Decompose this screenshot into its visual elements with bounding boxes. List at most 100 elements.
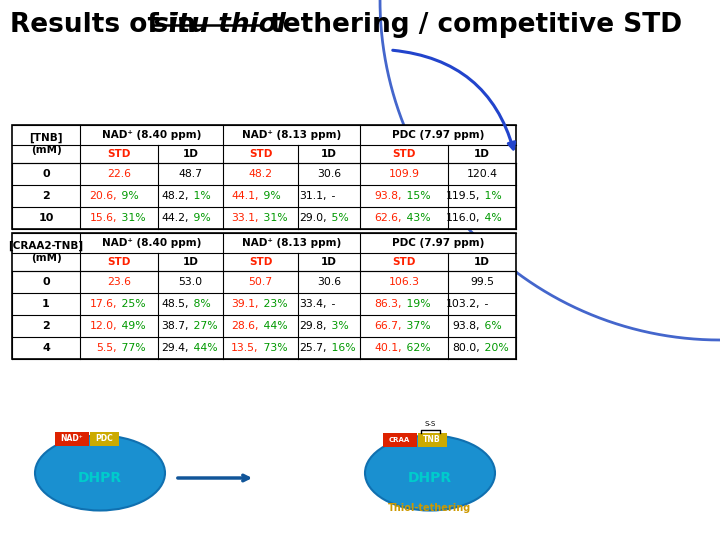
FancyBboxPatch shape bbox=[418, 433, 446, 447]
Text: 50.7: 50.7 bbox=[248, 277, 273, 287]
Text: 116.0,: 116.0, bbox=[446, 213, 480, 223]
Text: PDC (7.97 ppm): PDC (7.97 ppm) bbox=[392, 238, 484, 248]
FancyBboxPatch shape bbox=[89, 431, 119, 446]
Text: 86.3,: 86.3, bbox=[374, 299, 402, 309]
Text: 15%: 15% bbox=[403, 191, 431, 201]
Text: 4: 4 bbox=[42, 343, 50, 353]
Text: 20%: 20% bbox=[481, 343, 509, 353]
Text: 30.6: 30.6 bbox=[317, 277, 341, 287]
Text: 5.5,: 5.5, bbox=[96, 343, 117, 353]
Text: 44.1,: 44.1, bbox=[231, 191, 258, 201]
Text: 9%: 9% bbox=[259, 191, 280, 201]
Text: 9%: 9% bbox=[189, 213, 210, 223]
Text: 4%: 4% bbox=[481, 213, 502, 223]
Text: CRAA: CRAA bbox=[389, 436, 410, 442]
Text: 119.5,: 119.5, bbox=[446, 191, 480, 201]
Text: 10: 10 bbox=[38, 213, 54, 223]
Text: 29.0,: 29.0, bbox=[300, 213, 327, 223]
Text: TNB: TNB bbox=[423, 435, 441, 444]
Text: 48.2: 48.2 bbox=[248, 169, 272, 179]
Bar bbox=[12, 125, 516, 229]
Text: NAD⁺ (8.40 ppm): NAD⁺ (8.40 ppm) bbox=[102, 130, 201, 140]
Text: STD: STD bbox=[107, 149, 131, 159]
Text: 8%: 8% bbox=[189, 299, 210, 309]
Text: 38.7,: 38.7, bbox=[161, 321, 189, 331]
Text: 29.4,: 29.4, bbox=[161, 343, 189, 353]
Text: -: - bbox=[328, 191, 336, 201]
Text: 44%: 44% bbox=[259, 321, 287, 331]
Bar bbox=[12, 233, 516, 359]
FancyArrowPatch shape bbox=[393, 50, 515, 149]
Text: 31%: 31% bbox=[118, 213, 145, 223]
Text: 5%: 5% bbox=[328, 213, 348, 223]
Text: NAD⁺ (8.40 ppm): NAD⁺ (8.40 ppm) bbox=[102, 238, 201, 248]
Text: 1D: 1D bbox=[321, 257, 337, 267]
Text: 17.6,: 17.6, bbox=[89, 299, 117, 309]
Text: 20.6,: 20.6, bbox=[89, 191, 117, 201]
Text: 73%: 73% bbox=[259, 343, 287, 353]
Text: 48.2,: 48.2, bbox=[161, 191, 189, 201]
Text: STD: STD bbox=[392, 257, 415, 267]
Text: 12.0,: 12.0, bbox=[89, 321, 117, 331]
Text: 2: 2 bbox=[42, 191, 50, 201]
Text: 33.4,: 33.4, bbox=[300, 299, 327, 309]
Text: 62%: 62% bbox=[403, 343, 431, 353]
Text: 103.2,: 103.2, bbox=[446, 299, 480, 309]
Text: 120.4: 120.4 bbox=[467, 169, 498, 179]
Text: 6%: 6% bbox=[481, 321, 502, 331]
Text: 62.6,: 62.6, bbox=[374, 213, 402, 223]
Text: DHPR: DHPR bbox=[408, 471, 452, 485]
Ellipse shape bbox=[35, 435, 165, 510]
Text: 28.6,: 28.6, bbox=[231, 321, 258, 331]
Text: PDC (7.97 ppm): PDC (7.97 ppm) bbox=[392, 130, 484, 140]
Text: Thiol-tethering: Thiol-tethering bbox=[388, 503, 472, 513]
Text: 44.2,: 44.2, bbox=[161, 213, 189, 223]
Text: 30.6: 30.6 bbox=[317, 169, 341, 179]
Bar bbox=[12, 125, 516, 229]
Text: 9%: 9% bbox=[118, 191, 139, 201]
Bar bbox=[12, 233, 516, 359]
Text: 13.5,: 13.5, bbox=[231, 343, 258, 353]
Text: 39.1,: 39.1, bbox=[231, 299, 258, 309]
Text: 29.8,: 29.8, bbox=[300, 321, 327, 331]
Text: 25.7,: 25.7, bbox=[300, 343, 327, 353]
Text: 1D: 1D bbox=[321, 149, 337, 159]
Text: 33.1,: 33.1, bbox=[231, 213, 258, 223]
Text: 22.6: 22.6 bbox=[107, 169, 131, 179]
Text: 23%: 23% bbox=[259, 299, 287, 309]
Text: Results of in: Results of in bbox=[10, 12, 205, 38]
Text: 19%: 19% bbox=[403, 299, 431, 309]
Text: 109.9: 109.9 bbox=[389, 169, 420, 179]
Text: -: - bbox=[481, 299, 488, 309]
FancyBboxPatch shape bbox=[382, 433, 416, 447]
Text: 106.3: 106.3 bbox=[389, 277, 420, 287]
Text: [TNB]
(mM): [TNB] (mM) bbox=[30, 133, 63, 155]
Text: 1D: 1D bbox=[183, 257, 199, 267]
Text: 48.5,: 48.5, bbox=[161, 299, 189, 309]
Text: 80.0,: 80.0, bbox=[452, 343, 480, 353]
Ellipse shape bbox=[365, 435, 495, 510]
FancyBboxPatch shape bbox=[55, 431, 89, 446]
Text: 40.1,: 40.1, bbox=[374, 343, 402, 353]
Text: 31.1,: 31.1, bbox=[300, 191, 327, 201]
Text: 25%: 25% bbox=[118, 299, 145, 309]
Text: NAD⁺ (8.13 ppm): NAD⁺ (8.13 ppm) bbox=[242, 238, 341, 248]
Text: STD: STD bbox=[107, 257, 131, 267]
Text: 23.6: 23.6 bbox=[107, 277, 131, 287]
Text: 1D: 1D bbox=[474, 257, 490, 267]
Text: 66.7,: 66.7, bbox=[374, 321, 402, 331]
Text: 16%: 16% bbox=[328, 343, 356, 353]
Text: 31%: 31% bbox=[259, 213, 287, 223]
Text: 1D: 1D bbox=[183, 149, 199, 159]
Text: [CRAA2-TNB]
(mM): [CRAA2-TNB] (mM) bbox=[9, 241, 84, 263]
Text: 27%: 27% bbox=[189, 321, 217, 331]
Text: 93.8,: 93.8, bbox=[374, 191, 402, 201]
Text: NAD⁺: NAD⁺ bbox=[60, 434, 83, 443]
Text: PDC: PDC bbox=[95, 434, 113, 443]
Text: 99.5: 99.5 bbox=[470, 277, 494, 287]
Text: tethering / competitive STD: tethering / competitive STD bbox=[261, 12, 682, 38]
Text: 2: 2 bbox=[42, 321, 50, 331]
Text: 1D: 1D bbox=[474, 149, 490, 159]
Text: 0: 0 bbox=[42, 277, 50, 287]
Text: 0: 0 bbox=[42, 169, 50, 179]
